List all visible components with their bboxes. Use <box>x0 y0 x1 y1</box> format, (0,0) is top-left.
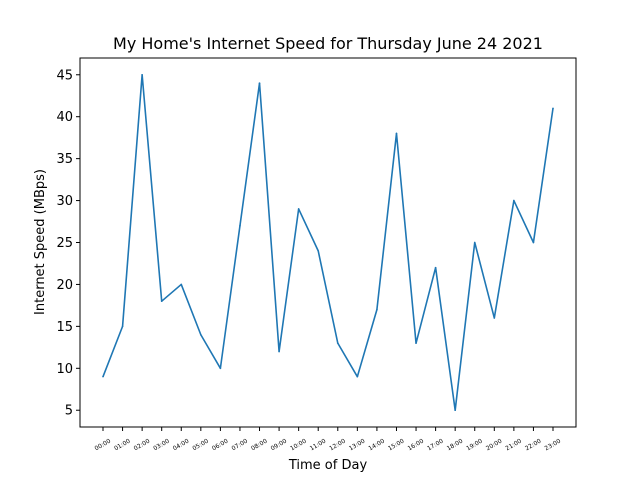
x-tick-label: 12:00 <box>328 438 347 453</box>
data-point <box>415 342 417 344</box>
data-point <box>454 409 456 412</box>
data-point <box>102 375 104 378</box>
x-tick-label: 02:00 <box>133 438 152 453</box>
data-point <box>532 241 535 244</box>
y-tick-label: 40 <box>56 110 73 125</box>
data-point <box>121 325 124 328</box>
data-point <box>297 208 300 210</box>
data-point <box>239 224 241 227</box>
data-point <box>473 241 476 244</box>
x-tick-label: 13:00 <box>348 438 367 453</box>
data-point <box>395 132 398 135</box>
y-tick-label: 15 <box>56 320 73 335</box>
plot-frame <box>79 57 577 428</box>
x-tick-label: 23:00 <box>544 438 563 453</box>
data-point <box>376 308 378 311</box>
data-point <box>180 283 183 286</box>
y-tick-label: 35 <box>56 152 73 167</box>
x-tick-label: 17:00 <box>426 438 445 453</box>
x-tick-label: 22:00 <box>524 438 543 453</box>
x-tick-label: 19:00 <box>465 438 484 453</box>
data-point <box>141 73 143 76</box>
y-tick-label: 10 <box>56 362 73 377</box>
data-point <box>356 375 359 378</box>
y-tick-label: 25 <box>56 236 73 251</box>
y-tick-label: 30 <box>56 194 73 209</box>
series-line <box>102 73 554 412</box>
data-point <box>434 266 437 269</box>
y-tick-label: 5 <box>65 404 73 419</box>
y-axis-label: Internet Speed (MBps) <box>33 169 48 315</box>
x-tick-label: 03:00 <box>152 438 171 453</box>
x-tick-label: 20:00 <box>485 438 504 453</box>
data-point <box>258 82 261 84</box>
x-tick-label: 06:00 <box>211 438 230 453</box>
y-tick-label: 45 <box>56 68 73 83</box>
data-point <box>317 250 320 252</box>
x-tick-label: 01:00 <box>113 438 132 453</box>
data-point <box>552 107 554 110</box>
data-point <box>219 367 222 370</box>
x-axis-label: Time of Day <box>288 458 368 473</box>
x-tick-label: 05:00 <box>191 438 210 453</box>
x-tick-label: 21:00 <box>504 438 523 453</box>
data-point <box>160 300 163 303</box>
x-tick-label: 04:00 <box>172 438 191 453</box>
x-tick-label: 14:00 <box>367 438 386 453</box>
data-point <box>513 199 515 202</box>
x-tick-label: 18:00 <box>446 438 465 453</box>
x-tick-label: 09:00 <box>270 438 289 453</box>
x-tick-label: 16:00 <box>407 438 426 453</box>
x-tick-label: 10:00 <box>289 438 308 453</box>
x-tick-label: 00:00 <box>94 438 113 453</box>
data-point <box>493 317 496 319</box>
x-tick-label: 07:00 <box>230 438 249 453</box>
x-tick-label: 11:00 <box>309 438 328 453</box>
data-point <box>200 333 202 336</box>
y-tick-label: 20 <box>56 278 73 293</box>
data-point <box>278 350 280 353</box>
x-tick-label: 08:00 <box>250 438 269 453</box>
data-point <box>336 342 339 344</box>
x-tick-label: 15:00 <box>387 438 406 453</box>
chart-title: My Home's Internet Speed for Thursday Ju… <box>113 34 543 53</box>
